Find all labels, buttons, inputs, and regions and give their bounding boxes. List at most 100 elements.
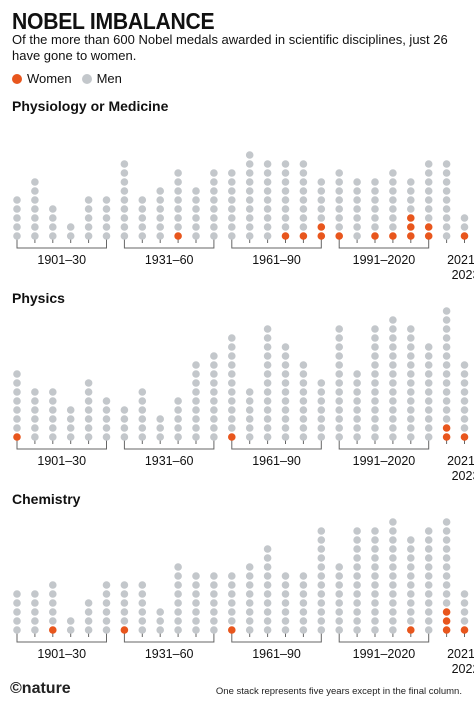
men-dot-chemistry [245, 599, 254, 607]
men-dot-physics [263, 415, 272, 423]
men-dot-chemistry [371, 572, 379, 580]
men-dot-chemistry [460, 608, 469, 616]
men-dot-medicine [49, 205, 57, 213]
men-dot-medicine [442, 223, 451, 231]
men-dot-chemistry [424, 554, 433, 562]
men-dot-chemistry [192, 590, 200, 598]
men-dot-medicine [389, 223, 397, 231]
men-dot-physics [281, 397, 290, 405]
men-dot-medicine [353, 196, 361, 204]
men-dot-physics [13, 388, 21, 396]
men-dot-physics [210, 397, 218, 405]
men-dot-physics [407, 334, 415, 342]
men-dot-physics [335, 343, 344, 351]
women-dot-medicine [424, 223, 433, 231]
men-dot-physics [371, 361, 379, 369]
men-dot-chemistry [424, 572, 433, 580]
men-dot-medicine [442, 187, 451, 195]
men-dot-physics [281, 433, 290, 441]
men-dot-physics [102, 424, 111, 432]
men-dot-chemistry [263, 599, 272, 607]
men-dot-chemistry [442, 590, 451, 598]
men-dot-chemistry [84, 599, 93, 607]
men-dot-physics [371, 433, 379, 441]
men-dot-medicine [281, 205, 290, 213]
men-dot-chemistry [210, 626, 218, 634]
men-dot-medicine [424, 205, 433, 213]
men-dot-physics [407, 325, 415, 333]
men-dot-physics [317, 424, 326, 432]
men-dot-physics [335, 397, 344, 405]
men-dot-medicine [263, 160, 272, 168]
men-dot-physics [210, 406, 218, 414]
men-dot-physics [281, 379, 290, 387]
men-dot-medicine [210, 196, 218, 204]
men-dot-chemistry [335, 581, 344, 589]
men-dot-medicine [192, 187, 200, 195]
men-dot-chemistry [263, 626, 272, 634]
men-dot-physics [120, 406, 129, 414]
men-dot-medicine [317, 214, 326, 222]
men-dot-physics [138, 415, 147, 423]
women-dot-chemistry [120, 626, 129, 634]
men-dot-chemistry [353, 608, 361, 616]
men-dot-chemistry [263, 554, 272, 562]
final-period-label-chemistry: 2022 [452, 662, 474, 676]
men-dot-physics [317, 415, 326, 423]
men-dot-physics [138, 424, 147, 432]
women-dot-physics [442, 424, 451, 432]
men-dot-medicine [210, 232, 218, 240]
men-dot-medicine [389, 214, 397, 222]
period-bracket-physics [123, 444, 215, 450]
men-dot-medicine [210, 205, 218, 213]
men-dot-chemistry [210, 590, 218, 598]
men-dot-medicine [335, 178, 344, 186]
women-dot-medicine [299, 232, 308, 240]
women-dot-chemistry [228, 626, 236, 634]
men-dot-physics [210, 352, 218, 360]
men-dot-medicine [228, 196, 236, 204]
men-dot-chemistry [228, 581, 236, 589]
men-dot-chemistry [442, 581, 451, 589]
men-dot-medicine [228, 169, 236, 177]
men-dot-chemistry [299, 572, 308, 580]
men-dot-chemistry [263, 617, 272, 625]
men-dot-chemistry [407, 617, 415, 625]
men-dot-chemistry [13, 626, 21, 634]
men-dot-medicine [281, 169, 290, 177]
men-dot-physics [102, 433, 111, 441]
women-dot-chemistry [460, 626, 469, 634]
men-dot-physics [299, 361, 308, 369]
men-dot-physics [281, 406, 290, 414]
men-dot-chemistry [31, 590, 39, 598]
men-dot-physics [317, 406, 326, 414]
women-dot-medicine [389, 232, 397, 240]
men-dot-physics [442, 388, 451, 396]
men-dot-physics [281, 352, 290, 360]
men-dot-chemistry [424, 617, 433, 625]
men-dot-chemistry [174, 599, 182, 607]
men-dot-physics [192, 361, 200, 369]
men-dot-physics [84, 397, 93, 405]
men-dot-chemistry [317, 599, 326, 607]
men-dot-physics [84, 433, 93, 441]
men-dot-physics [407, 397, 415, 405]
men-dot-chemistry [138, 626, 147, 634]
men-dot-chemistry [389, 617, 397, 625]
men-dot-medicine [49, 232, 57, 240]
men-dot-physics [49, 424, 57, 432]
period-bracket-chemistry [338, 637, 430, 643]
men-dot-medicine [335, 214, 344, 222]
men-dot-physics [210, 388, 218, 396]
men-dot-physics [353, 379, 361, 387]
men-dot-physics [424, 379, 433, 387]
women-dot-chemistry [49, 626, 57, 634]
men-dot-physics [353, 370, 361, 378]
men-dot-medicine [389, 205, 397, 213]
men-dot-physics [210, 415, 218, 423]
men-dot-physics [263, 433, 272, 441]
men-dot-physics [245, 406, 254, 414]
men-dot-medicine [281, 160, 290, 168]
men-dot-physics [407, 370, 415, 378]
men-dot-physics [228, 397, 236, 405]
